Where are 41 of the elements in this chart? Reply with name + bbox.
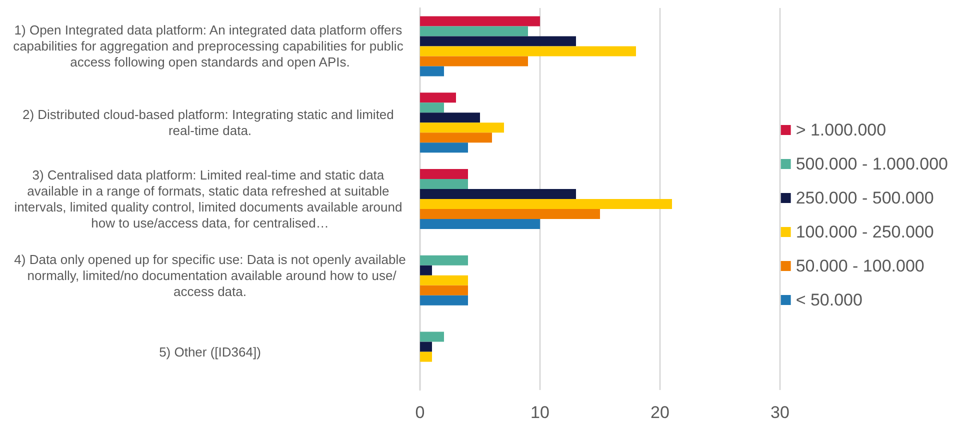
bar [420, 265, 432, 276]
bar [420, 26, 528, 36]
bar [420, 92, 456, 103]
y-tick-label: 1) Open Integrated data platform: An integrated data platform offers capabilities for aggregation and preprocessing capabilities for public access following open standards and open APIs. [13, 22, 407, 70]
bar [420, 102, 444, 113]
legend-label: > 1.000.000 [796, 120, 886, 140]
x-tick-label: 0 [415, 403, 425, 422]
bar [420, 36, 576, 46]
bar [420, 189, 576, 199]
y-tick-label: 4) Data only opened up for specific use: Data is not openly available normally, limited/no documentation available around how to use/access data. [14, 252, 406, 299]
bar [420, 122, 504, 133]
bar [420, 112, 480, 123]
bar [420, 275, 468, 286]
legend-label: 250.000 - 500.000 [796, 188, 934, 208]
legend-label: < 50.000 [796, 290, 862, 310]
bar [420, 255, 468, 266]
bar [420, 16, 540, 26]
x-tick-label: 10 [530, 403, 550, 422]
x-tick-label: 20 [650, 403, 670, 422]
legend-label: 100.000 - 250.000 [796, 222, 934, 242]
legend-label: 500.000 - 1.000.000 [796, 154, 948, 174]
bar [420, 209, 600, 219]
bar [420, 56, 528, 66]
bar [420, 352, 432, 362]
bar [420, 295, 468, 306]
bar [420, 199, 672, 209]
x-tick-label: 30 [770, 403, 790, 422]
bar [420, 285, 468, 296]
bar [420, 169, 468, 179]
bar [420, 179, 468, 189]
y-tick-label: 2) Distributed cloud-based platform: Integrating static and limited real-time data. [22, 107, 398, 138]
y-tick-label: 5) Other ([ID364]) [159, 344, 261, 360]
bar [420, 332, 444, 342]
y-tick-label: 3) Centralised data platform: Limited real-time and static data available in a range of formats, static data refreshed at suitable intervals, limited quality control, limited documents available around how to use/access data, for centralised… [14, 168, 406, 230]
bar [420, 66, 444, 76]
bar [420, 132, 492, 143]
bar [420, 142, 468, 153]
bar [420, 46, 636, 56]
legend-label: 50.000 - 100.000 [796, 256, 924, 276]
bar [420, 342, 432, 352]
bar [420, 219, 540, 229]
